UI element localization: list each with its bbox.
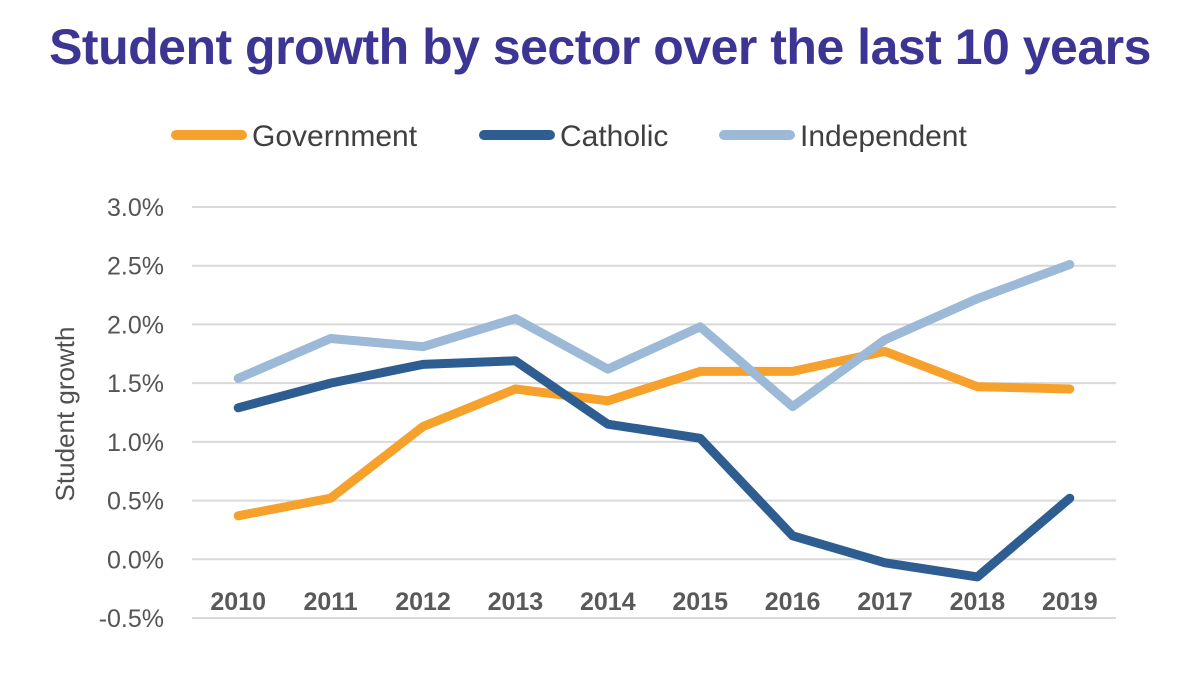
y-axis-ticks: 3.0% 2.5% 2.0% 1.5% 1.0% 0.5% 0.0% -0.5% xyxy=(99,194,164,633)
series-line-government xyxy=(233,346,1075,521)
legend: Government Catholic Independent xyxy=(171,120,967,153)
x-tick-label: 2016 xyxy=(765,588,821,616)
y-axis-label: Student growth xyxy=(50,327,80,502)
x-tick-label: 2019 xyxy=(1042,588,1098,616)
x-tick-label: 2018 xyxy=(950,588,1006,616)
y-tick-label: 0.0% xyxy=(107,546,164,574)
y-tick-label: 1.5% xyxy=(107,370,164,398)
y-tick-label: -0.5% xyxy=(99,605,164,633)
chart-title: Student growth by sector over the last 1… xyxy=(49,19,1151,75)
x-tick-label: 2015 xyxy=(672,588,728,616)
series-line-catholic xyxy=(233,356,1075,582)
x-tick-label: 2011 xyxy=(303,588,357,616)
grid-layer xyxy=(192,206,1116,619)
series-line-independent xyxy=(233,260,1075,412)
x-tick-label: 2010 xyxy=(210,588,266,616)
x-tick-label: 2013 xyxy=(488,588,544,616)
y-tick-label: 2.5% xyxy=(107,253,164,281)
x-tick-label: 2012 xyxy=(395,588,451,616)
y-tick-label: 1.0% xyxy=(107,429,164,457)
legend-label-independent: Independent xyxy=(800,120,967,153)
x-axis-ticks: 2010 2011 2012 2013 2014 2015 2016 2017 2018 2019 xyxy=(210,588,1097,616)
legend-label-government: Government xyxy=(252,120,418,153)
x-tick-label: 2014 xyxy=(580,588,636,616)
series-lines xyxy=(233,260,1075,582)
y-tick-label: 0.5% xyxy=(107,488,164,516)
y-tick-label: 2.0% xyxy=(107,311,164,339)
legend-label-catholic: Catholic xyxy=(560,120,668,153)
x-tick-label: 2017 xyxy=(857,588,913,616)
y-tick-label: 3.0% xyxy=(107,194,164,222)
